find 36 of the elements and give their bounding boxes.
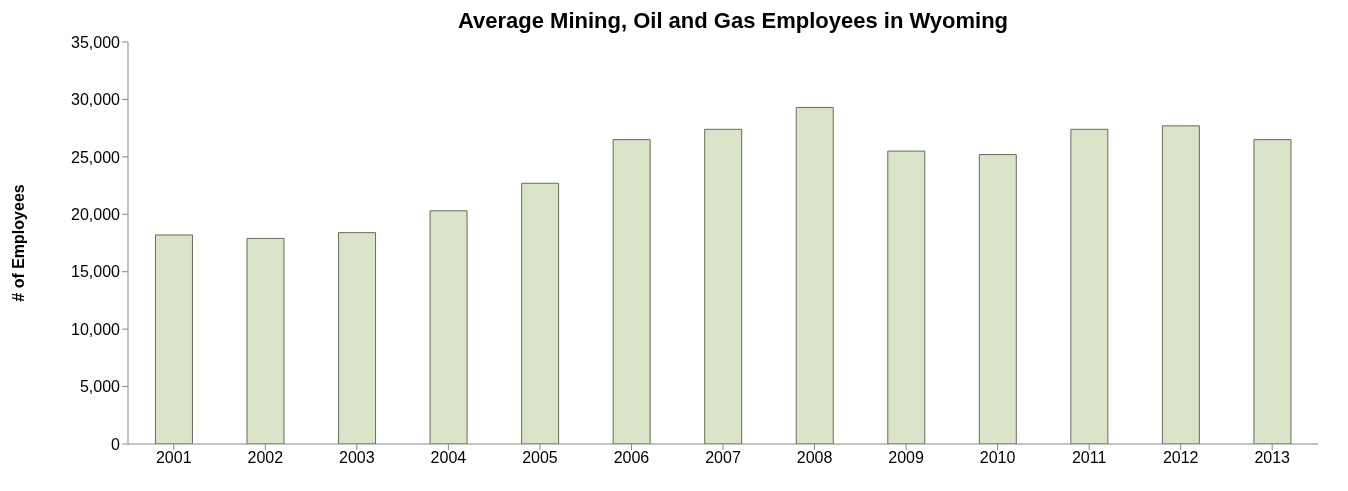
bar <box>1070 128 1109 444</box>
bar <box>338 232 377 444</box>
y-tick-label: 0 <box>111 435 121 453</box>
x-tick-label: 2006 <box>613 449 650 467</box>
bar <box>154 234 193 444</box>
bar <box>978 154 1017 444</box>
y-tick-label: 20,000 <box>71 205 121 223</box>
y-tick-label: 30,000 <box>71 91 121 109</box>
y-tick-label: 10,000 <box>71 320 121 338</box>
x-tick-label: 2012 <box>1162 449 1199 467</box>
bar <box>1253 139 1292 444</box>
x-tick-label: 2003 <box>339 449 375 467</box>
x-tick-label: 2013 <box>1254 449 1291 467</box>
y-tick-label: 25,000 <box>71 148 121 166</box>
x-tick-label: 2004 <box>430 449 467 467</box>
bar <box>795 106 834 444</box>
bar <box>521 182 560 444</box>
bar <box>429 210 468 444</box>
bar <box>246 237 285 444</box>
x-tick-label: 2008 <box>796 449 833 467</box>
y-axis-title: # of Employees <box>9 184 27 302</box>
x-tick-label: 2011 <box>1071 449 1107 467</box>
y-tick-label: 5,000 <box>79 378 121 396</box>
y-tick-label: 15,000 <box>71 263 121 281</box>
x-tick-label: 2010 <box>979 449 1016 467</box>
x-tick-label: 2007 <box>705 449 741 467</box>
bar <box>1161 125 1200 444</box>
bar <box>887 150 926 444</box>
bar <box>612 139 651 444</box>
x-tick-label: 2005 <box>522 449 558 467</box>
x-tick-label: 2002 <box>247 449 284 467</box>
x-tick-label: 2009 <box>888 449 924 467</box>
chart-title: Average Mining, Oil and Gas Employees in Wyoming <box>456 8 1010 34</box>
x-tick-label: 2001 <box>155 449 192 467</box>
bar <box>704 128 743 444</box>
y-tick-label: 35,000 <box>71 33 121 51</box>
